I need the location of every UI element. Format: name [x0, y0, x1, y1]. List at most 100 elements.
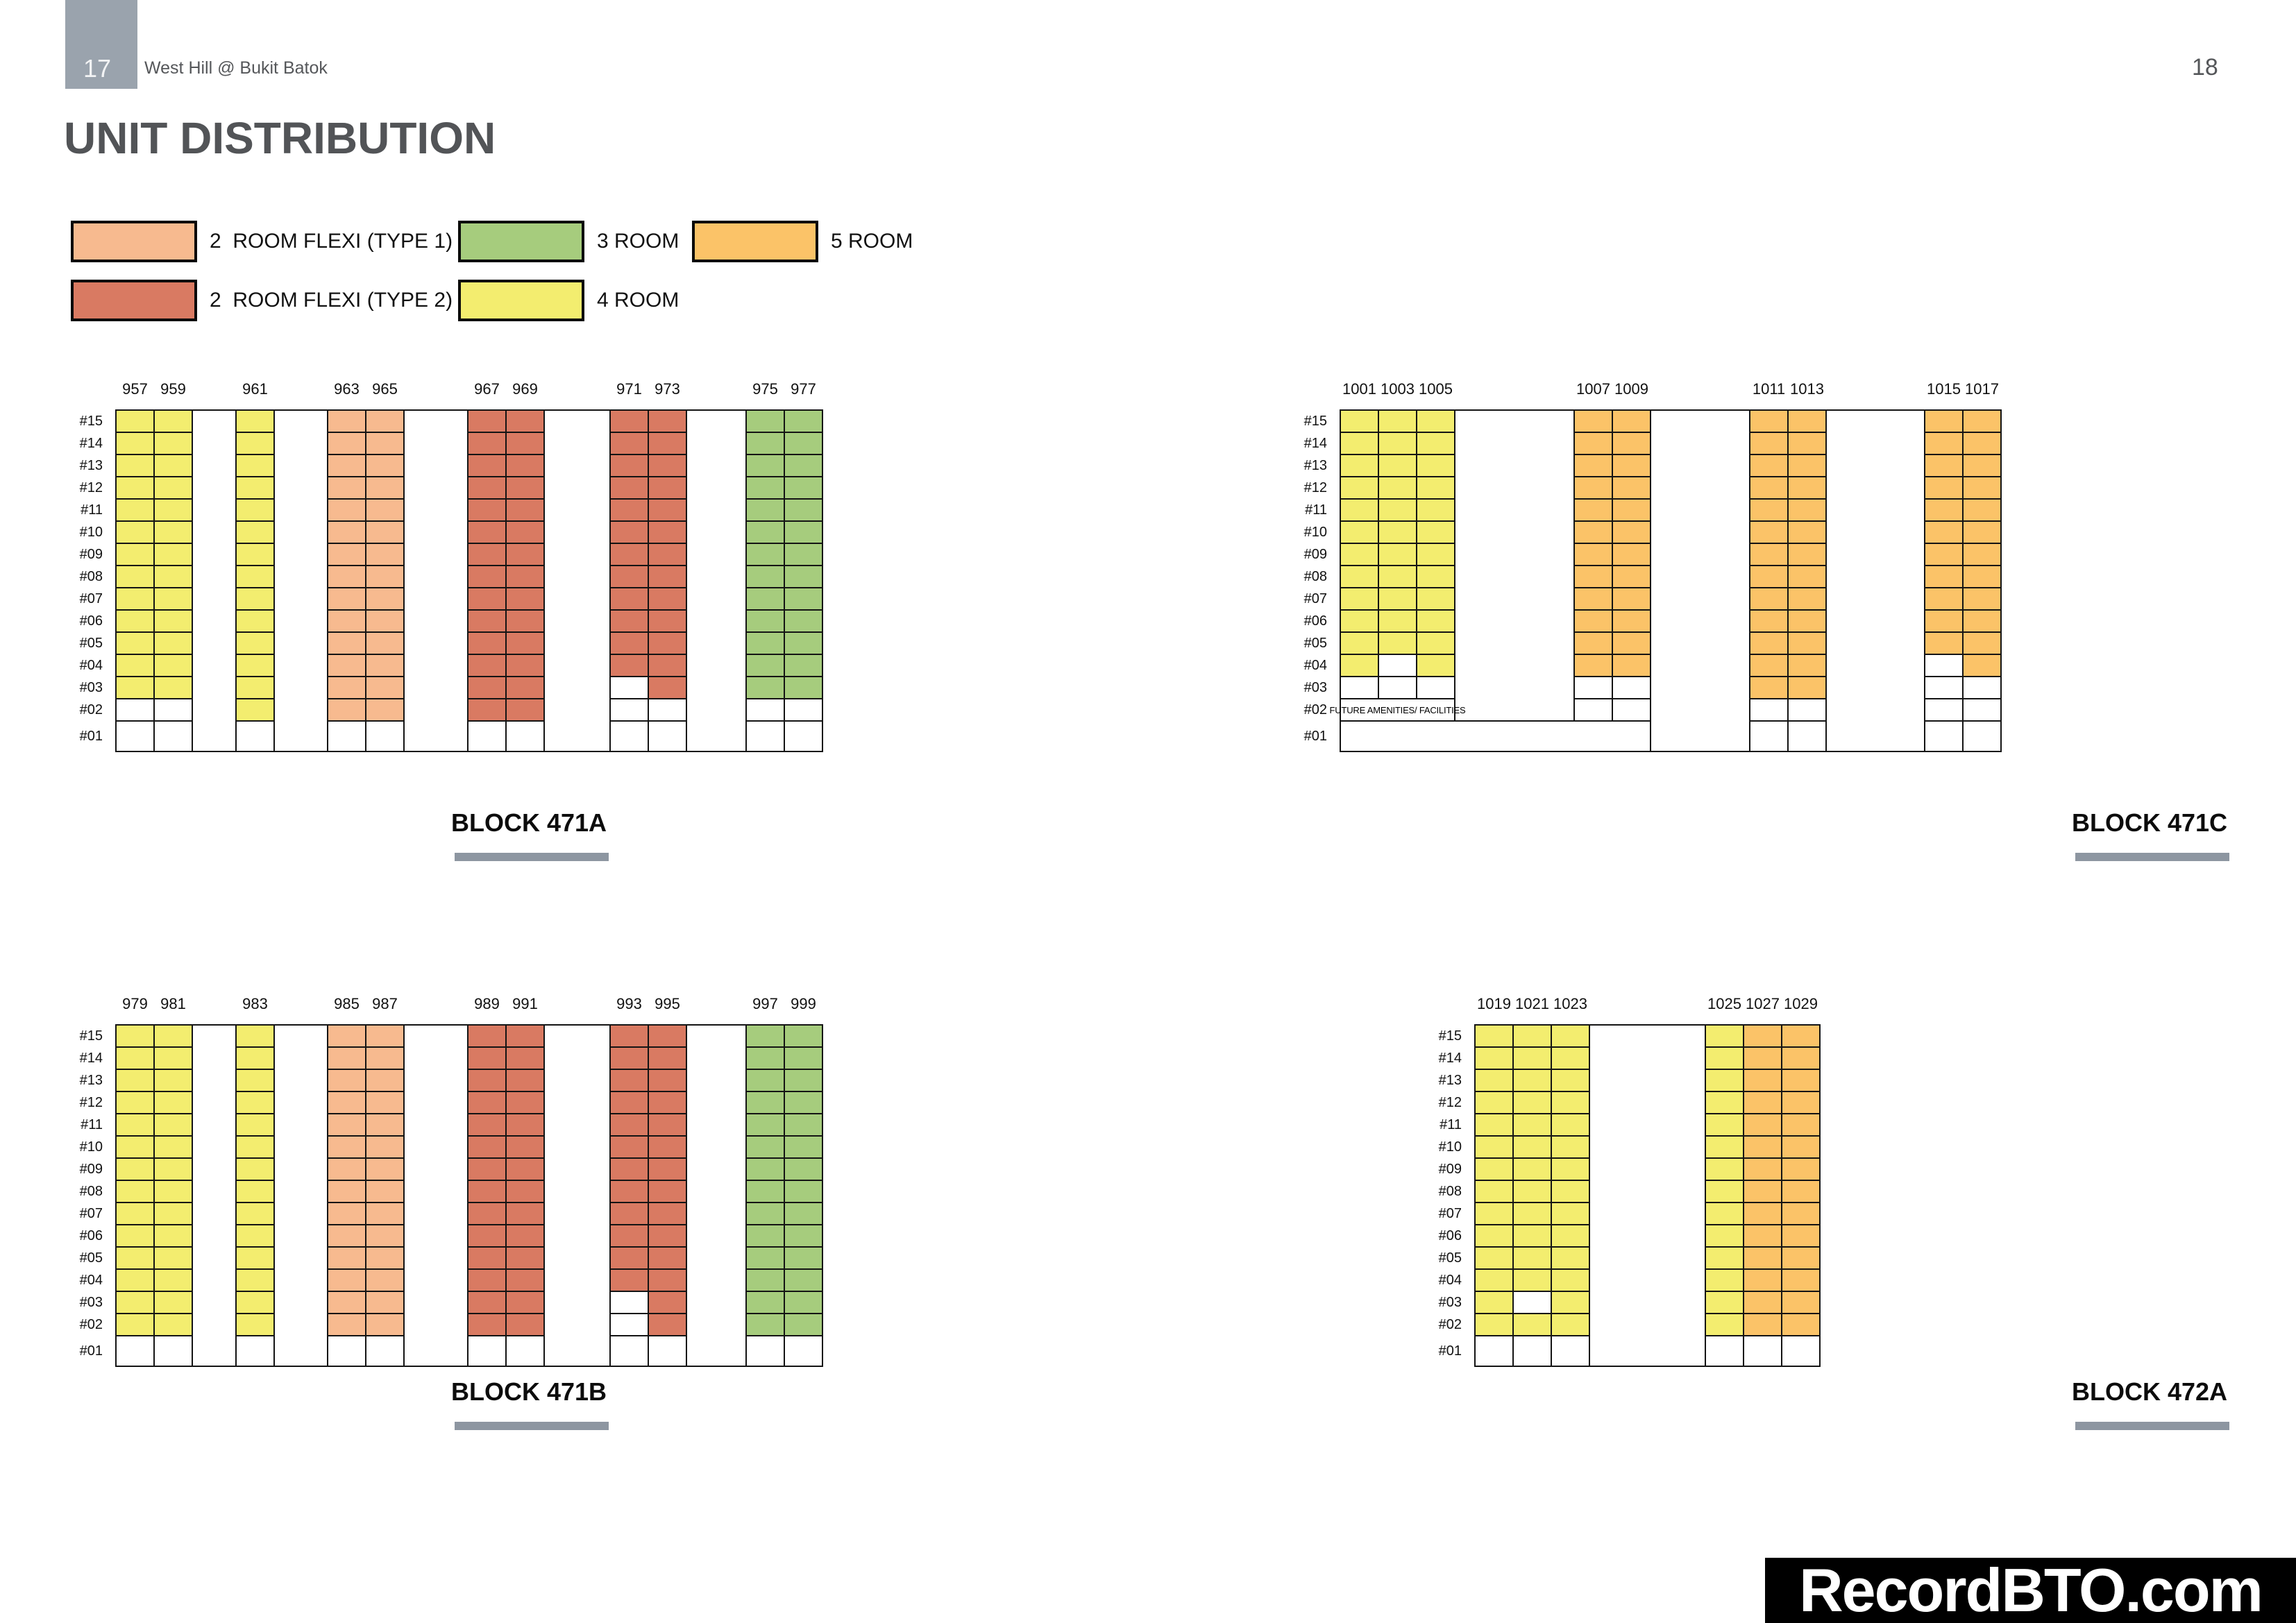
stack-number-965: 965	[372, 380, 398, 398]
unit-cell	[745, 1069, 785, 1092]
unit-cell	[115, 1091, 155, 1114]
unit-cell	[1743, 1335, 1782, 1367]
unit-cell	[327, 1157, 366, 1181]
unit-cell	[327, 1069, 366, 1092]
block-top-line	[1474, 1024, 1821, 1026]
unit-cell	[1962, 609, 2002, 633]
stack-number-983: 983	[242, 995, 268, 1012]
floor-label-03: #03	[1438, 1294, 1462, 1310]
unit-cell	[467, 432, 507, 455]
unit-cell	[327, 1268, 366, 1292]
stack-group	[235, 1024, 275, 1367]
project-name: West Hill @ Bukit Batok	[144, 58, 328, 78]
block-471a: 957 959 961 963 965 967 969 971 973 975 977 #15 #14 #…	[60, 375, 823, 759]
unit-cell	[115, 454, 155, 477]
unit-cell	[235, 698, 275, 722]
floor-label-14: #14	[1438, 1050, 1462, 1066]
unit-cell	[505, 698, 545, 722]
unit-cell	[327, 1024, 366, 1048]
unit-cell	[745, 409, 785, 433]
block-top-line	[1340, 409, 2002, 411]
stack-number-group: 1011 1013	[1749, 380, 1827, 398]
unit-cell	[235, 609, 275, 633]
unit-cell	[235, 654, 275, 677]
unit-cell	[505, 676, 545, 699]
stack-977	[784, 409, 823, 752]
stack-999	[784, 1024, 823, 1367]
unit-cell	[1612, 432, 1651, 455]
unit-cell	[1743, 1024, 1782, 1048]
legend-swatch-4r	[458, 280, 584, 321]
unit-cell	[1551, 1091, 1590, 1114]
unit-cell	[505, 1113, 545, 1137]
unit-cell	[1474, 1180, 1514, 1203]
legend-label-5r: 5 ROOM	[831, 230, 913, 253]
unit-cell	[1705, 1202, 1744, 1225]
unit-cell	[505, 432, 545, 455]
unit-cell	[115, 565, 155, 588]
unit-cell	[1787, 476, 1827, 500]
unit-cell	[505, 543, 545, 566]
unit-cell	[784, 1224, 823, 1248]
unit-cell	[505, 1291, 545, 1314]
stack-985	[327, 1024, 366, 1367]
unit-cell	[1340, 609, 1379, 633]
unit-cell	[1573, 432, 1613, 455]
stack-1015	[1924, 409, 1964, 752]
unit-cell	[1474, 1069, 1514, 1092]
floor-label-12: #12	[1438, 1094, 1462, 1110]
unit-cell	[327, 1246, 366, 1270]
stack-group	[609, 409, 687, 752]
unit-cell	[505, 565, 545, 588]
unit-cell	[1749, 676, 1789, 699]
unit-cell	[467, 520, 507, 544]
unit-cell	[467, 565, 507, 588]
unit-cell	[1749, 698, 1789, 722]
stack-971	[609, 409, 649, 752]
block-label-underline	[455, 853, 609, 861]
unit-cell	[1781, 1313, 1821, 1336]
unit-cell	[1340, 498, 1379, 522]
unit-cell	[1743, 1246, 1782, 1270]
stack-983	[235, 1024, 275, 1367]
unit-cell	[235, 498, 275, 522]
unit-cell	[235, 1335, 275, 1367]
floor-label-10: #10	[1303, 524, 1327, 540]
unit-cell	[153, 409, 193, 433]
unit-cell	[648, 454, 687, 477]
unit-cell	[1474, 1046, 1514, 1070]
unit-cell	[1749, 654, 1789, 677]
unit-cell	[505, 720, 545, 752]
stack-1023	[1551, 1024, 1590, 1367]
grid-block-471a	[115, 409, 823, 752]
unit-cell	[365, 676, 405, 699]
unit-cell	[1924, 609, 1964, 633]
unit-cell	[1551, 1024, 1590, 1048]
unit-cell	[1781, 1335, 1821, 1367]
stack-991	[505, 1024, 545, 1367]
unit-cell	[115, 1313, 155, 1336]
floor-label-13: #13	[79, 1072, 103, 1088]
unit-cell	[327, 720, 366, 752]
unit-cell	[1378, 498, 1417, 522]
unit-cell	[1705, 1246, 1744, 1270]
legend-item-3r: 3 ROOM	[458, 221, 679, 262]
unit-cell	[1474, 1268, 1514, 1292]
floor-label-12: #12	[79, 479, 103, 495]
floor-labels: #15 #14 #13 #12 #11 #10 #09 #08 #07 #06 #05 #04 #03 #…	[1284, 409, 1340, 752]
stack-number-1011: 1011	[1752, 380, 1786, 398]
unit-cell	[115, 1268, 155, 1292]
unit-cell	[1340, 520, 1379, 544]
block-label-underline	[455, 1422, 609, 1430]
unit-cell	[648, 432, 687, 455]
floor-label-15: #15	[79, 413, 103, 429]
unit-cell	[327, 676, 366, 699]
unit-cell	[1551, 1069, 1590, 1092]
unit-cell	[648, 609, 687, 633]
unit-cell	[115, 1335, 155, 1367]
grid-block-471c	[1340, 409, 2002, 752]
unit-cell	[505, 1335, 545, 1367]
stack-group	[327, 409, 405, 752]
unit-cell	[1705, 1313, 1744, 1336]
unit-cell	[1340, 409, 1379, 433]
